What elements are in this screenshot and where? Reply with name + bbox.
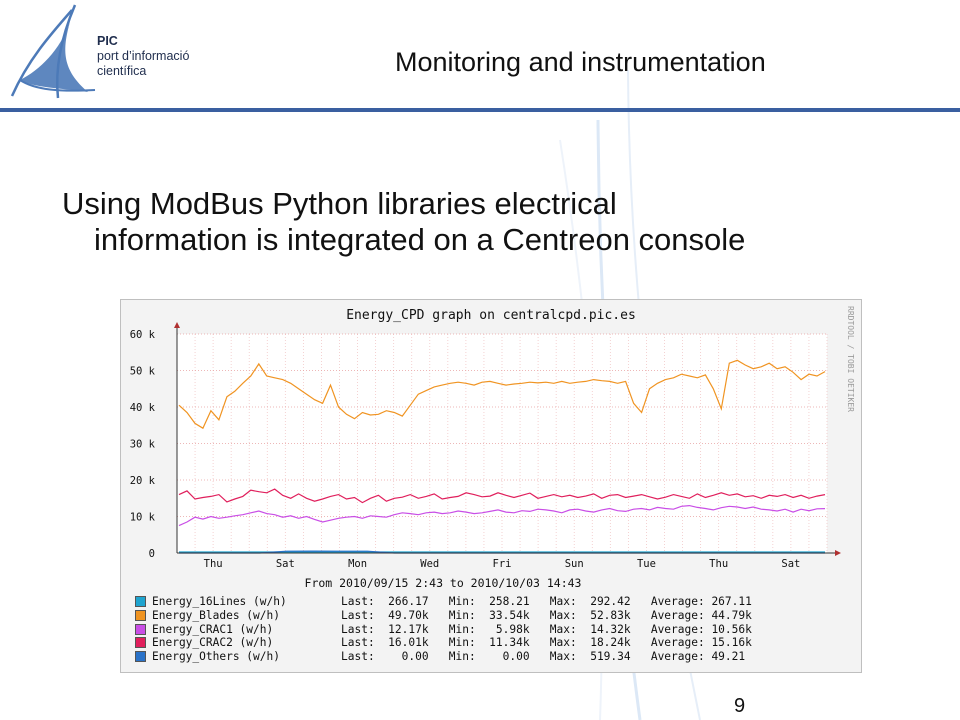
- bullet-line-1: Using ModBus Python libraries electrical: [62, 186, 617, 221]
- legend-swatch: [135, 610, 146, 622]
- series-line: [178, 359, 826, 430]
- y-tick-label: 60 k: [130, 329, 156, 341]
- legend-swatch: [135, 596, 146, 608]
- graph-canvas: Energy_CPD graph on centralcpd.pic.es RR…: [130, 306, 855, 590]
- legend-entry: Energy_CRAC1 (w/h) Last: 12.17k Min: 5.98…: [135, 622, 752, 636]
- legend-series-name: Energy_CRAC1 (w/h): [152, 622, 274, 636]
- org-abbreviation: PIC: [97, 34, 118, 48]
- x-tick-label: Tue: [637, 558, 656, 570]
- chart-watermark: RRDTOOL / TOBI OETIKER: [846, 306, 855, 412]
- x-tick-label: Sun: [565, 558, 584, 570]
- x-tick-label: Thu: [709, 558, 728, 570]
- rrd-graph: Energy_CPD graph on centralcpd.pic.es RR…: [120, 299, 862, 673]
- x-tick-label: Mon: [348, 558, 367, 570]
- legend-swatch: [135, 651, 146, 663]
- org-line-2: científica: [97, 64, 147, 78]
- pic-logo-icon: [10, 4, 96, 99]
- y-tick-label: 30 k: [130, 439, 156, 451]
- y-tick-label: 10 k: [130, 512, 156, 524]
- chart-legend: Energy_16Lines (w/h) Last: 266.17 Min: 25…: [135, 595, 752, 663]
- bullet-text: Using ModBus Python libraries electrical…: [62, 186, 922, 258]
- bullet-line-2: information is integrated on a Centreon …: [94, 222, 746, 257]
- y-tick-label: 0: [149, 548, 155, 560]
- x-tick-label: Fri: [493, 558, 512, 570]
- legend-series-name: Energy_CRAC2 (w/h): [152, 636, 274, 650]
- legend-entry: Energy_Blades (w/h) Last: 49.70k Min: 33.…: [135, 609, 752, 623]
- legend-stats: Last: 12.17k Min: 5.98k Max: 14.32k Aver…: [341, 622, 752, 636]
- y-tick-label: 50 k: [130, 366, 156, 378]
- slide-title: Monitoring and instrumentation: [395, 47, 766, 77]
- legend-entry: Energy_CRAC2 (w/h) Last: 16.01k Min: 11.3…: [135, 636, 752, 650]
- legend-stats: Last: 266.17 Min: 258.21 Max: 292.42 Ave…: [341, 595, 752, 609]
- x-tick-label: Wed: [420, 558, 439, 570]
- legend-series-name: Energy_Blades (w/h): [152, 609, 280, 623]
- x-axis-arrow-icon: [835, 550, 841, 556]
- legend-stats: Last: 49.70k Min: 33.54k Max: 52.83k Ave…: [341, 609, 752, 623]
- legend-series-name: Energy_16Lines (w/h): [152, 595, 287, 609]
- legend-stats: Last: 16.01k Min: 11.34k Max: 18.24k Ave…: [341, 636, 752, 650]
- header-divider: [0, 108, 960, 112]
- legend-swatch: [135, 637, 146, 649]
- page-number: 9: [734, 695, 746, 717]
- chart-title: Energy_CPD graph on centralcpd.pic.es: [346, 308, 636, 323]
- legend-entry: Energy_16Lines (w/h) Last: 266.17 Min: 25…: [135, 595, 752, 609]
- y-tick-label: 40 k: [130, 402, 156, 414]
- x-tick-label: Sat: [781, 558, 800, 570]
- y-tick-label: 20 k: [130, 475, 156, 487]
- org-line-1: port d’informació: [97, 49, 190, 63]
- series-line: [178, 504, 826, 527]
- y-axis-arrow-icon: [174, 322, 180, 328]
- legend-series-name: Energy_Others (w/h): [152, 650, 280, 664]
- legend-stats: Last: 0.00 Min: 0.00 Max: 519.34 Average…: [341, 650, 746, 664]
- legend-entry: Energy_Others (w/h) Last: 0.00 Min: 0.00 …: [135, 650, 752, 664]
- organization-name: PIC port d’informació científica: [97, 34, 189, 79]
- legend-swatch: [135, 623, 146, 635]
- series-line: [178, 488, 826, 504]
- chart-period: From 2010/09/15 2:43 to 2010/10/03 14:43: [305, 576, 582, 590]
- x-tick-label: Thu: [204, 558, 223, 570]
- x-tick-label: Sat: [276, 558, 295, 570]
